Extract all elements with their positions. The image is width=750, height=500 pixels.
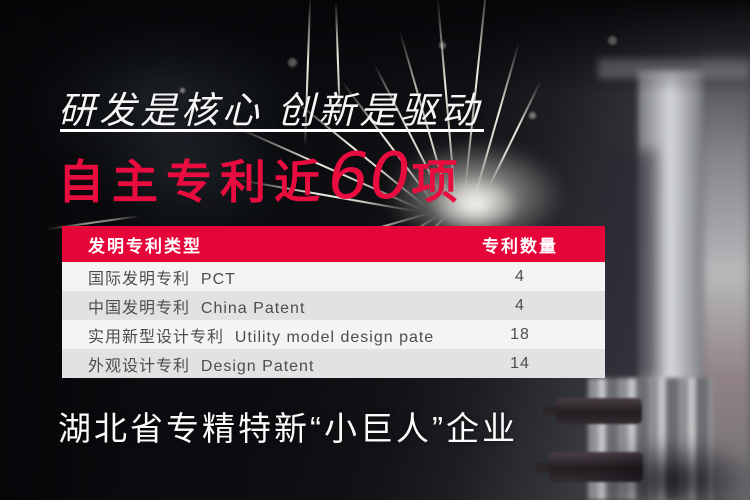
table-header-type: 发明专利类型 bbox=[88, 236, 202, 256]
patent-count-cell: 4 bbox=[515, 296, 525, 314]
patent-count-title: 自主专利近60项 bbox=[58, 144, 465, 215]
table-header-row: 发明专利类型 专利数量 bbox=[62, 226, 605, 262]
patent-count-prefix: 自主专利近 bbox=[58, 156, 328, 208]
patent-type-cell: 国际发明专利 PCT bbox=[88, 270, 236, 288]
footer-slogan: 湖北省专精特新“小巨人”企业 bbox=[58, 410, 518, 447]
table-row: 外观设计专利 Design Patent 14 bbox=[62, 349, 605, 378]
patent-count-cell: 4 bbox=[515, 267, 525, 285]
table-row: 实用新型设计专利 Utility model design patent 18 bbox=[62, 320, 605, 349]
bokeh-dots bbox=[180, 88, 185, 93]
patent-type-cell: 实用新型设计专利 Utility model design patent bbox=[88, 328, 435, 346]
patent-count-number: 60 bbox=[328, 140, 412, 214]
patent-type-cell: 中国发明专利 China Patent bbox=[88, 299, 306, 317]
patent-type-cell: 外观设计专利 Design Patent bbox=[88, 357, 315, 375]
table-header-count: 专利数量 bbox=[482, 236, 558, 256]
table-row: 国际发明专利 PCT 4 bbox=[62, 262, 605, 291]
patent-count-cell: 14 bbox=[510, 354, 530, 372]
patent-table: 发明专利类型 专利数量 国际发明专利 PCT 4 中国发明专利 China Pa… bbox=[62, 226, 605, 378]
patent-count-cell: 18 bbox=[510, 325, 530, 343]
main-heading: 研发是核心 创新是驱动 bbox=[58, 90, 483, 131]
patent-count-suffix: 项 bbox=[411, 156, 466, 208]
heading-underline bbox=[60, 129, 484, 132]
table-row: 中国发明专利 China Patent 4 bbox=[62, 291, 605, 320]
